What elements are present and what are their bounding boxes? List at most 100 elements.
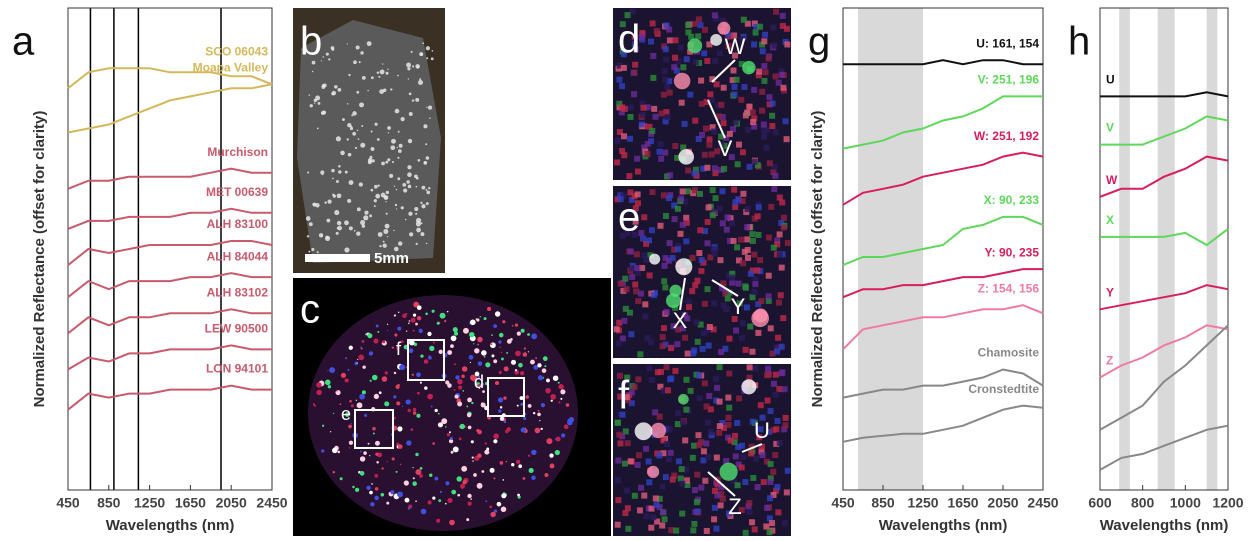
speckle: [425, 312, 428, 315]
speckle: [385, 161, 388, 164]
speckle: [493, 439, 497, 443]
speckle: [447, 350, 452, 355]
speckle: [533, 412, 535, 414]
speckle: [375, 123, 378, 126]
pixel: [635, 462, 641, 468]
pixel: [717, 257, 723, 263]
speckle: [363, 215, 368, 220]
pixel: [729, 275, 735, 281]
speckle: [374, 474, 378, 478]
speckle: [311, 248, 314, 251]
speckle: [546, 438, 552, 444]
speckle: [426, 107, 427, 108]
pixel: [648, 39, 654, 45]
spectrum-line: [68, 386, 272, 410]
pixel: [643, 257, 649, 263]
speckle: [318, 102, 321, 105]
pixel: [622, 461, 628, 467]
speckle: [384, 195, 389, 200]
pixel: [673, 37, 679, 43]
speckle: [537, 413, 541, 417]
speckle: [387, 236, 388, 237]
speckle: [395, 109, 400, 114]
pixel: [692, 21, 698, 27]
grain: [649, 254, 660, 265]
pixel: [713, 195, 719, 201]
speckle: [406, 63, 411, 68]
pixel: [654, 502, 660, 508]
x-tick-label: 1250: [907, 495, 938, 511]
pixel: [718, 349, 724, 355]
shaded-band: [1158, 8, 1175, 490]
series-label: V: 251, 196: [978, 73, 1040, 87]
speckle: [439, 350, 443, 354]
speckle: [325, 380, 331, 386]
pixel: [763, 69, 769, 75]
pixel: [679, 466, 685, 472]
speckle: [423, 124, 427, 128]
speckle: [517, 494, 520, 497]
x-tick-label: 1000: [1170, 495, 1201, 511]
pixel: [675, 410, 681, 416]
pixel: [707, 91, 713, 97]
speckle: [408, 323, 409, 324]
pixel: [738, 237, 744, 243]
pixel: [650, 20, 656, 26]
speckle: [316, 382, 321, 387]
y-axis-label: Normalized Reflectance (offset for clari…: [31, 111, 48, 408]
speckle: [390, 88, 392, 90]
pixel: [625, 505, 631, 511]
pixel: [649, 128, 655, 134]
speckle: [451, 490, 456, 495]
speckle: [435, 409, 438, 412]
speckle: [345, 357, 347, 359]
speckle: [345, 378, 349, 382]
pixel: [779, 369, 785, 375]
pixel: [685, 188, 691, 194]
speckle: [494, 509, 497, 512]
speckle: [369, 214, 372, 217]
speckle: [326, 219, 330, 223]
speckle: [550, 464, 555, 469]
panel-letter: d: [618, 18, 640, 62]
marker-label: W: [725, 34, 746, 59]
pixel: [679, 481, 685, 487]
speckle: [406, 180, 409, 183]
pixel: [771, 381, 777, 387]
pixel: [746, 104, 752, 110]
panel-letter: e: [618, 196, 640, 240]
speckle: [416, 218, 421, 223]
speckle: [407, 165, 411, 169]
pixel: [645, 141, 651, 147]
speckle: [542, 368, 547, 373]
pixel: [680, 419, 686, 425]
pixel: [656, 452, 662, 458]
pixel: [684, 56, 690, 62]
speckle: [396, 471, 398, 473]
speckle: [386, 72, 389, 75]
pixel: [720, 220, 726, 226]
speckle: [322, 425, 324, 427]
pixel: [720, 188, 726, 194]
pixel: [758, 298, 764, 304]
speckle: [528, 351, 529, 352]
pixel: [663, 57, 669, 63]
speckle: [329, 367, 335, 373]
speckle: [420, 202, 422, 204]
speckle: [407, 172, 412, 177]
pixel: [740, 454, 746, 460]
pixel: [686, 299, 692, 305]
speckle: [378, 185, 380, 187]
speckle: [453, 446, 459, 452]
pixel: [621, 65, 627, 71]
pixel: [661, 92, 667, 98]
pixel: [773, 9, 779, 15]
speckle: [451, 336, 457, 342]
inset-label: e: [341, 404, 351, 424]
pixel: [767, 495, 773, 501]
pixel: [699, 132, 705, 138]
pixel: [735, 482, 741, 488]
speckle: [521, 427, 526, 432]
speckle: [411, 51, 413, 53]
speckle: [539, 420, 540, 421]
